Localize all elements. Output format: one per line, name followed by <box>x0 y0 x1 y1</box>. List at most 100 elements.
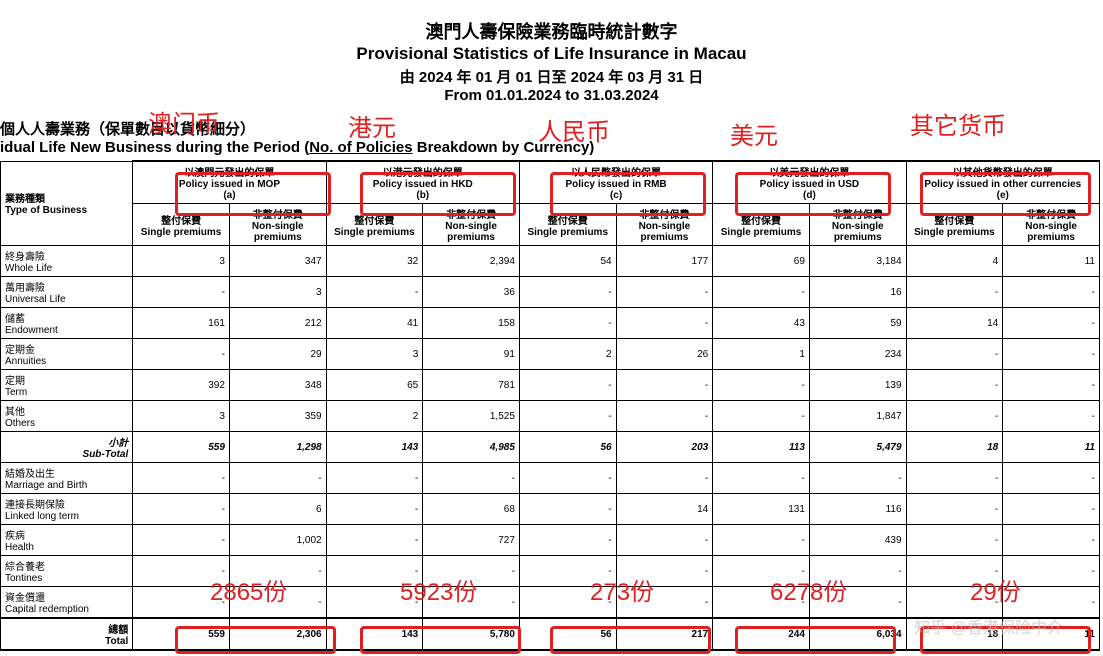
cell: - <box>1003 277 1100 308</box>
cell: - <box>713 401 810 432</box>
row-type: 定期金Annuities <box>1 339 133 370</box>
cell: - <box>616 277 713 308</box>
cell: 3 <box>133 401 230 432</box>
cell: 131 <box>713 494 810 525</box>
cell: 392 <box>133 370 230 401</box>
cell: 217 <box>616 618 713 650</box>
total-label: 總額Total <box>1 618 133 650</box>
section-en-pre: idual Life New Business during the Perio… <box>0 139 309 156</box>
col-nonsingle-2: 非整付保費Non-single premiums <box>616 204 713 246</box>
cell: 6 <box>229 494 326 525</box>
cell: 18 <box>906 432 1003 463</box>
cell: 2 <box>519 339 616 370</box>
table-head: 業務種類Type of Business以澳門元發出的保單Policy issu… <box>1 161 1100 246</box>
col-single-3: 整付保費Single premiums <box>713 204 810 246</box>
cell: 439 <box>809 525 906 556</box>
title-en: Provisional Statistics of Life Insurance… <box>0 44 1103 64</box>
cell: - <box>906 370 1003 401</box>
cell: - <box>326 525 423 556</box>
cell: 116 <box>809 494 906 525</box>
cell: - <box>616 525 713 556</box>
col-group-4: 以其他貨幣發出的保單Policy issued in other currenc… <box>906 161 1099 204</box>
cell: 29 <box>229 339 326 370</box>
col-single-4: 整付保費Single premiums <box>906 204 1003 246</box>
col-single-2: 整付保費Single premiums <box>519 204 616 246</box>
cell: - <box>906 463 1003 494</box>
annotation-label: 美元 <box>730 116 778 151</box>
col-single-0: 整付保費Single premiums <box>133 204 230 246</box>
cell: 26 <box>616 339 713 370</box>
subtotal-label: 小計Sub-Total <box>1 432 133 463</box>
row-type: 結婚及出生Marriage and Birth <box>1 463 133 494</box>
cell: 43 <box>713 308 810 339</box>
cell: 69 <box>713 246 810 277</box>
cell: - <box>1003 525 1100 556</box>
cell: 203 <box>616 432 713 463</box>
cell: 212 <box>229 308 326 339</box>
cell: - <box>713 370 810 401</box>
cell: 3 <box>133 246 230 277</box>
cell: 11 <box>1003 246 1100 277</box>
cell: - <box>906 277 1003 308</box>
cell: - <box>326 277 423 308</box>
cell: - <box>519 401 616 432</box>
cell: - <box>133 339 230 370</box>
cell: 244 <box>713 618 810 650</box>
cell: 3,184 <box>809 246 906 277</box>
col-group-2: 以人民幣發出的保單Policy issued in RMB(c) <box>519 161 712 204</box>
cell: - <box>519 494 616 525</box>
col-group-0: 以澳門元發出的保單Policy issued in MOP(a) <box>133 161 326 204</box>
cell: - <box>809 463 906 494</box>
annotation-count: 29份 <box>970 572 1021 607</box>
row-type: 儲蓄Endowment <box>1 308 133 339</box>
subtotal-row: 小計Sub-Total5591,2981434,985562031135,479… <box>1 432 1100 463</box>
cell: 54 <box>519 246 616 277</box>
watermark: 知乎 @香港保险中介 <box>914 614 1063 638</box>
cell: - <box>133 463 230 494</box>
cell: 347 <box>229 246 326 277</box>
cell: - <box>906 339 1003 370</box>
cell: 32 <box>326 246 423 277</box>
title-block: 澳門人壽保險業務臨時統計數字 Provisional Statistics of… <box>0 0 1103 104</box>
table-row: 結婚及出生Marriage and Birth---------- <box>1 463 1100 494</box>
col-group-3: 以美元發出的保單Policy issued in USD(d) <box>713 161 906 204</box>
cell: - <box>519 277 616 308</box>
data-table: 業務種類Type of Business以澳門元發出的保單Policy issu… <box>0 160 1100 651</box>
row-type: 定期Term <box>1 370 133 401</box>
cell: 727 <box>423 525 520 556</box>
cell: - <box>519 525 616 556</box>
cell: - <box>616 401 713 432</box>
col-nonsingle-4: 非整付保費Non-single premiums <box>1003 204 1100 246</box>
cell: 4,985 <box>423 432 520 463</box>
annotation-label: 其它货币 <box>910 106 1006 141</box>
period-cn: 由 2024 年 01 月 01 日至 2024 年 03 月 31 日 <box>0 66 1103 87</box>
row-type: 疾病Health <box>1 525 133 556</box>
cell: 158 <box>423 308 520 339</box>
table-row: 定期Term39234865781---139-- <box>1 370 1100 401</box>
cell: 6,034 <box>809 618 906 650</box>
table-row: 綜合養老Tontines---------- <box>1 556 1100 587</box>
col-group-1: 以港元發出的保單Policy issued in HKD(b) <box>326 161 519 204</box>
annotation-count: 5923份 <box>400 572 477 607</box>
cell: 1 <box>713 339 810 370</box>
cell: 143 <box>326 618 423 650</box>
cell: 139 <box>809 370 906 401</box>
cell: 91 <box>423 339 520 370</box>
table-row: 終身壽險Whole Life3347322,39454177693,184411 <box>1 246 1100 277</box>
cell: 1,525 <box>423 401 520 432</box>
col-nonsingle-3: 非整付保費Non-single premiums <box>809 204 906 246</box>
cell: - <box>906 525 1003 556</box>
cell: - <box>713 463 810 494</box>
col-nonsingle-1: 非整付保費Non-single premiums <box>423 204 520 246</box>
cell: 68 <box>423 494 520 525</box>
cell: - <box>1003 308 1100 339</box>
annotation-label: 澳门币 <box>148 104 220 139</box>
cell: - <box>519 463 616 494</box>
period-en: From 01.01.2024 to 31.03.2024 <box>0 87 1103 104</box>
col-type-header: 業務種類Type of Business <box>1 161 133 246</box>
cell: - <box>519 370 616 401</box>
cell: 113 <box>713 432 810 463</box>
cell: 41 <box>326 308 423 339</box>
cell: 177 <box>616 246 713 277</box>
cell: - <box>616 463 713 494</box>
